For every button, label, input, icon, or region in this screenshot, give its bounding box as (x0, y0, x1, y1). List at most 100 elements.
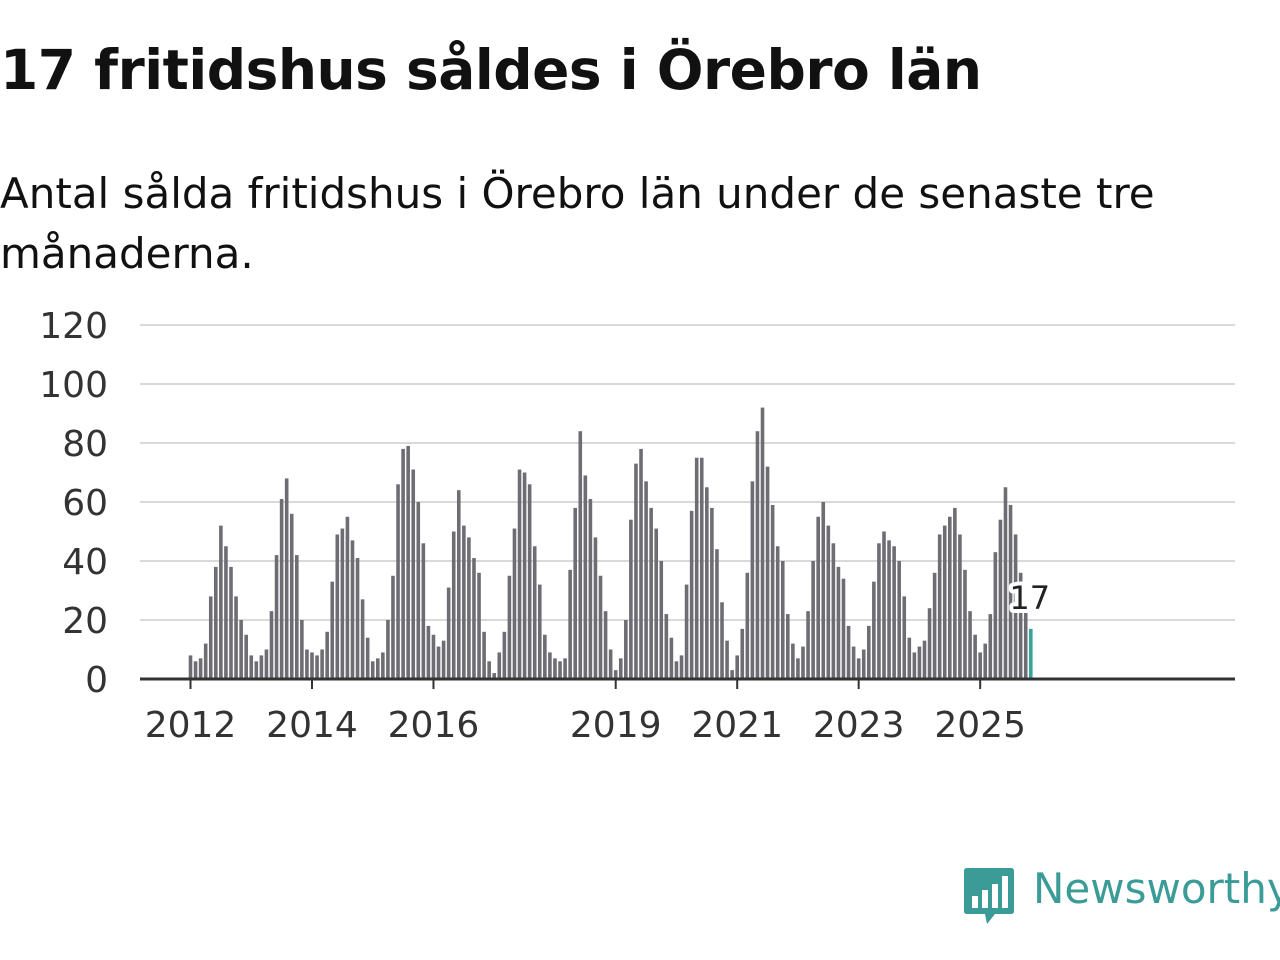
bar-77 (578, 431, 583, 679)
bar-10 (239, 620, 243, 679)
bar-30 (340, 528, 345, 679)
bar-51 (446, 587, 451, 679)
annotation-label-halo: 17 (1009, 579, 1050, 617)
bar-99 (689, 510, 694, 679)
bar-155 (973, 634, 977, 679)
bar-71 (548, 652, 552, 679)
bar-19 (284, 478, 289, 679)
bar-150 (948, 516, 952, 679)
bar-153 (963, 569, 967, 679)
bars (188, 407, 1033, 679)
bar-40 (391, 575, 395, 679)
bar-48 (431, 634, 436, 679)
annotation-label: 17 (1009, 579, 1050, 617)
bar-83 (608, 649, 613, 679)
bar-56 (472, 558, 476, 679)
bar-98 (684, 584, 689, 679)
bar-121 (801, 646, 805, 679)
bar-64 (512, 528, 517, 679)
bar-44 (411, 469, 416, 679)
y-tick-label-20: 20 (62, 601, 108, 642)
bar-60 (492, 673, 497, 679)
bar-chart-speech-bubble-icon (964, 868, 1014, 924)
bar-127 (831, 543, 836, 679)
bar-65 (517, 469, 522, 679)
bar-21 (295, 555, 299, 679)
bar-104 (715, 549, 719, 679)
bar-18 (279, 499, 284, 679)
bar-144 (917, 646, 922, 679)
bar-110 (745, 572, 750, 679)
bar-96 (674, 661, 679, 679)
bar-88 (634, 463, 638, 679)
bar-85 (618, 658, 623, 679)
x-tick-label-2023: 2023 (813, 705, 905, 746)
bar-152 (958, 534, 962, 679)
bar-114 (765, 466, 770, 679)
bar-33 (355, 558, 360, 679)
bar-107 (730, 670, 734, 679)
bar-11 (244, 634, 248, 679)
bar-136 (877, 543, 881, 679)
gridlines (140, 324, 1235, 621)
bar-142 (907, 637, 912, 679)
bar-94 (664, 614, 669, 679)
bar-63 (507, 575, 512, 679)
bar-91 (649, 507, 653, 679)
bar-28 (330, 581, 335, 679)
y-tick-label-0: 0 (85, 660, 108, 701)
bar-134 (867, 625, 871, 679)
bar-42 (401, 448, 405, 679)
y-tick-label-40: 40 (62, 542, 108, 583)
bar-113 (760, 407, 765, 679)
bar-22 (300, 620, 304, 679)
bar-95 (669, 637, 674, 679)
bar-27 (325, 631, 329, 679)
bar-120 (796, 658, 800, 679)
x-tick-label-2021: 2021 (691, 705, 783, 746)
y-tick-label-100: 100 (39, 365, 108, 406)
bar-58 (482, 631, 486, 679)
bar-38 (381, 652, 385, 679)
bar-1 (193, 661, 198, 679)
bar-141 (902, 596, 907, 679)
bar-7 (224, 546, 228, 679)
bar-135 (872, 581, 876, 679)
bar-118 (786, 614, 790, 679)
bar-165 (1023, 608, 1028, 679)
bar-131 (851, 646, 856, 679)
bar-122 (806, 611, 810, 679)
bar-25 (315, 655, 319, 679)
y-tick-label-120: 120 (39, 306, 108, 347)
x-axis: 2012 2014 2016 2019 2021 2023 2025 (140, 677, 1235, 746)
bar-8 (229, 566, 233, 679)
bar-41 (396, 484, 400, 679)
bar-156 (978, 652, 982, 679)
bar-2 (198, 658, 203, 679)
x-tick-label-2025: 2025 (934, 705, 1026, 746)
bar-12 (249, 655, 254, 679)
bar-130 (846, 625, 851, 679)
bar-117 (780, 561, 785, 679)
x-tick-label-2014: 2014 (266, 705, 358, 746)
bar-139 (892, 546, 896, 679)
bar-145 (922, 640, 927, 679)
bar-24 (310, 652, 314, 679)
bar-140 (897, 561, 901, 679)
bar-74 (563, 658, 567, 679)
bar-43 (406, 445, 410, 679)
bar-46 (421, 543, 426, 679)
bar-3 (203, 643, 208, 679)
bar-86 (624, 620, 628, 679)
bar-84 (613, 670, 618, 679)
bar-92 (654, 528, 659, 679)
bar-15 (264, 649, 269, 679)
bar-4 (208, 596, 213, 679)
bar-31 (345, 516, 350, 679)
bar-160 (998, 519, 1003, 679)
bar-81 (598, 575, 603, 679)
bar-14 (259, 655, 264, 679)
bar-0 (188, 655, 193, 679)
y-axis-labels: 0 20 40 60 80 100 120 (39, 306, 108, 701)
